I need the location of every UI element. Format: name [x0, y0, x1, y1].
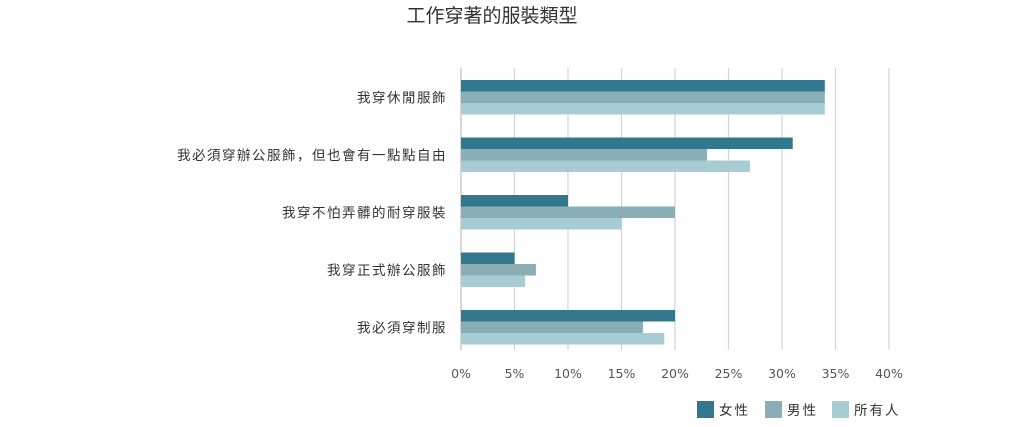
bar — [461, 252, 515, 264]
legend: 女性 男性 所有人 — [697, 401, 901, 419]
bar — [461, 149, 708, 161]
legend-label: 男性 — [787, 403, 818, 419]
bars-layer — [461, 80, 825, 345]
chart-title: 工作穿著的服裝類型 — [406, 5, 577, 27]
x-tick-label: 5% — [505, 366, 525, 381]
bar — [461, 310, 675, 322]
legend-swatch — [765, 401, 782, 418]
x-tick-label: 25% — [715, 366, 743, 381]
bar — [461, 321, 643, 333]
category-label: 我穿不怕弄髒的耐穿服裝 — [282, 205, 447, 221]
bar — [461, 80, 825, 92]
x-tick-label: 30% — [768, 366, 796, 381]
category-labels: 我穿休閒服飾我必須穿辦公服飾，但也會有一點點自由我穿不怕弄髒的耐穿服裝我穿正式辦… — [177, 90, 447, 336]
x-tick-label: 0% — [451, 366, 471, 381]
x-tick-label: 15% — [608, 366, 636, 381]
bar — [461, 91, 825, 103]
bar — [461, 333, 665, 345]
bar — [461, 275, 526, 287]
category-label: 我穿休閒服飾 — [357, 90, 447, 106]
legend-swatch — [832, 401, 849, 418]
x-tick-labels: 0% 5% 10% 15% 20% 25% 30% 35% 40% — [451, 366, 903, 381]
x-tick-label: 10% — [554, 366, 582, 381]
bar — [461, 195, 568, 207]
bar — [461, 160, 750, 172]
category-label: 我必須穿辦公服飾，但也會有一點點自由 — [177, 148, 447, 164]
category-label: 我必須穿制服 — [357, 320, 447, 336]
category-label: 我穿正式辦公服飾 — [327, 263, 447, 279]
legend-label: 女性 — [719, 402, 750, 419]
legend-label: 所有人 — [854, 403, 901, 419]
bar — [461, 137, 793, 149]
x-tick-label: 40% — [875, 366, 903, 381]
bar — [461, 103, 825, 115]
legend-swatch — [697, 401, 714, 418]
bar — [461, 206, 675, 218]
bar — [461, 218, 622, 230]
x-tick-label: 20% — [661, 366, 689, 381]
bar — [461, 264, 536, 276]
x-tick-label: 35% — [822, 366, 850, 381]
